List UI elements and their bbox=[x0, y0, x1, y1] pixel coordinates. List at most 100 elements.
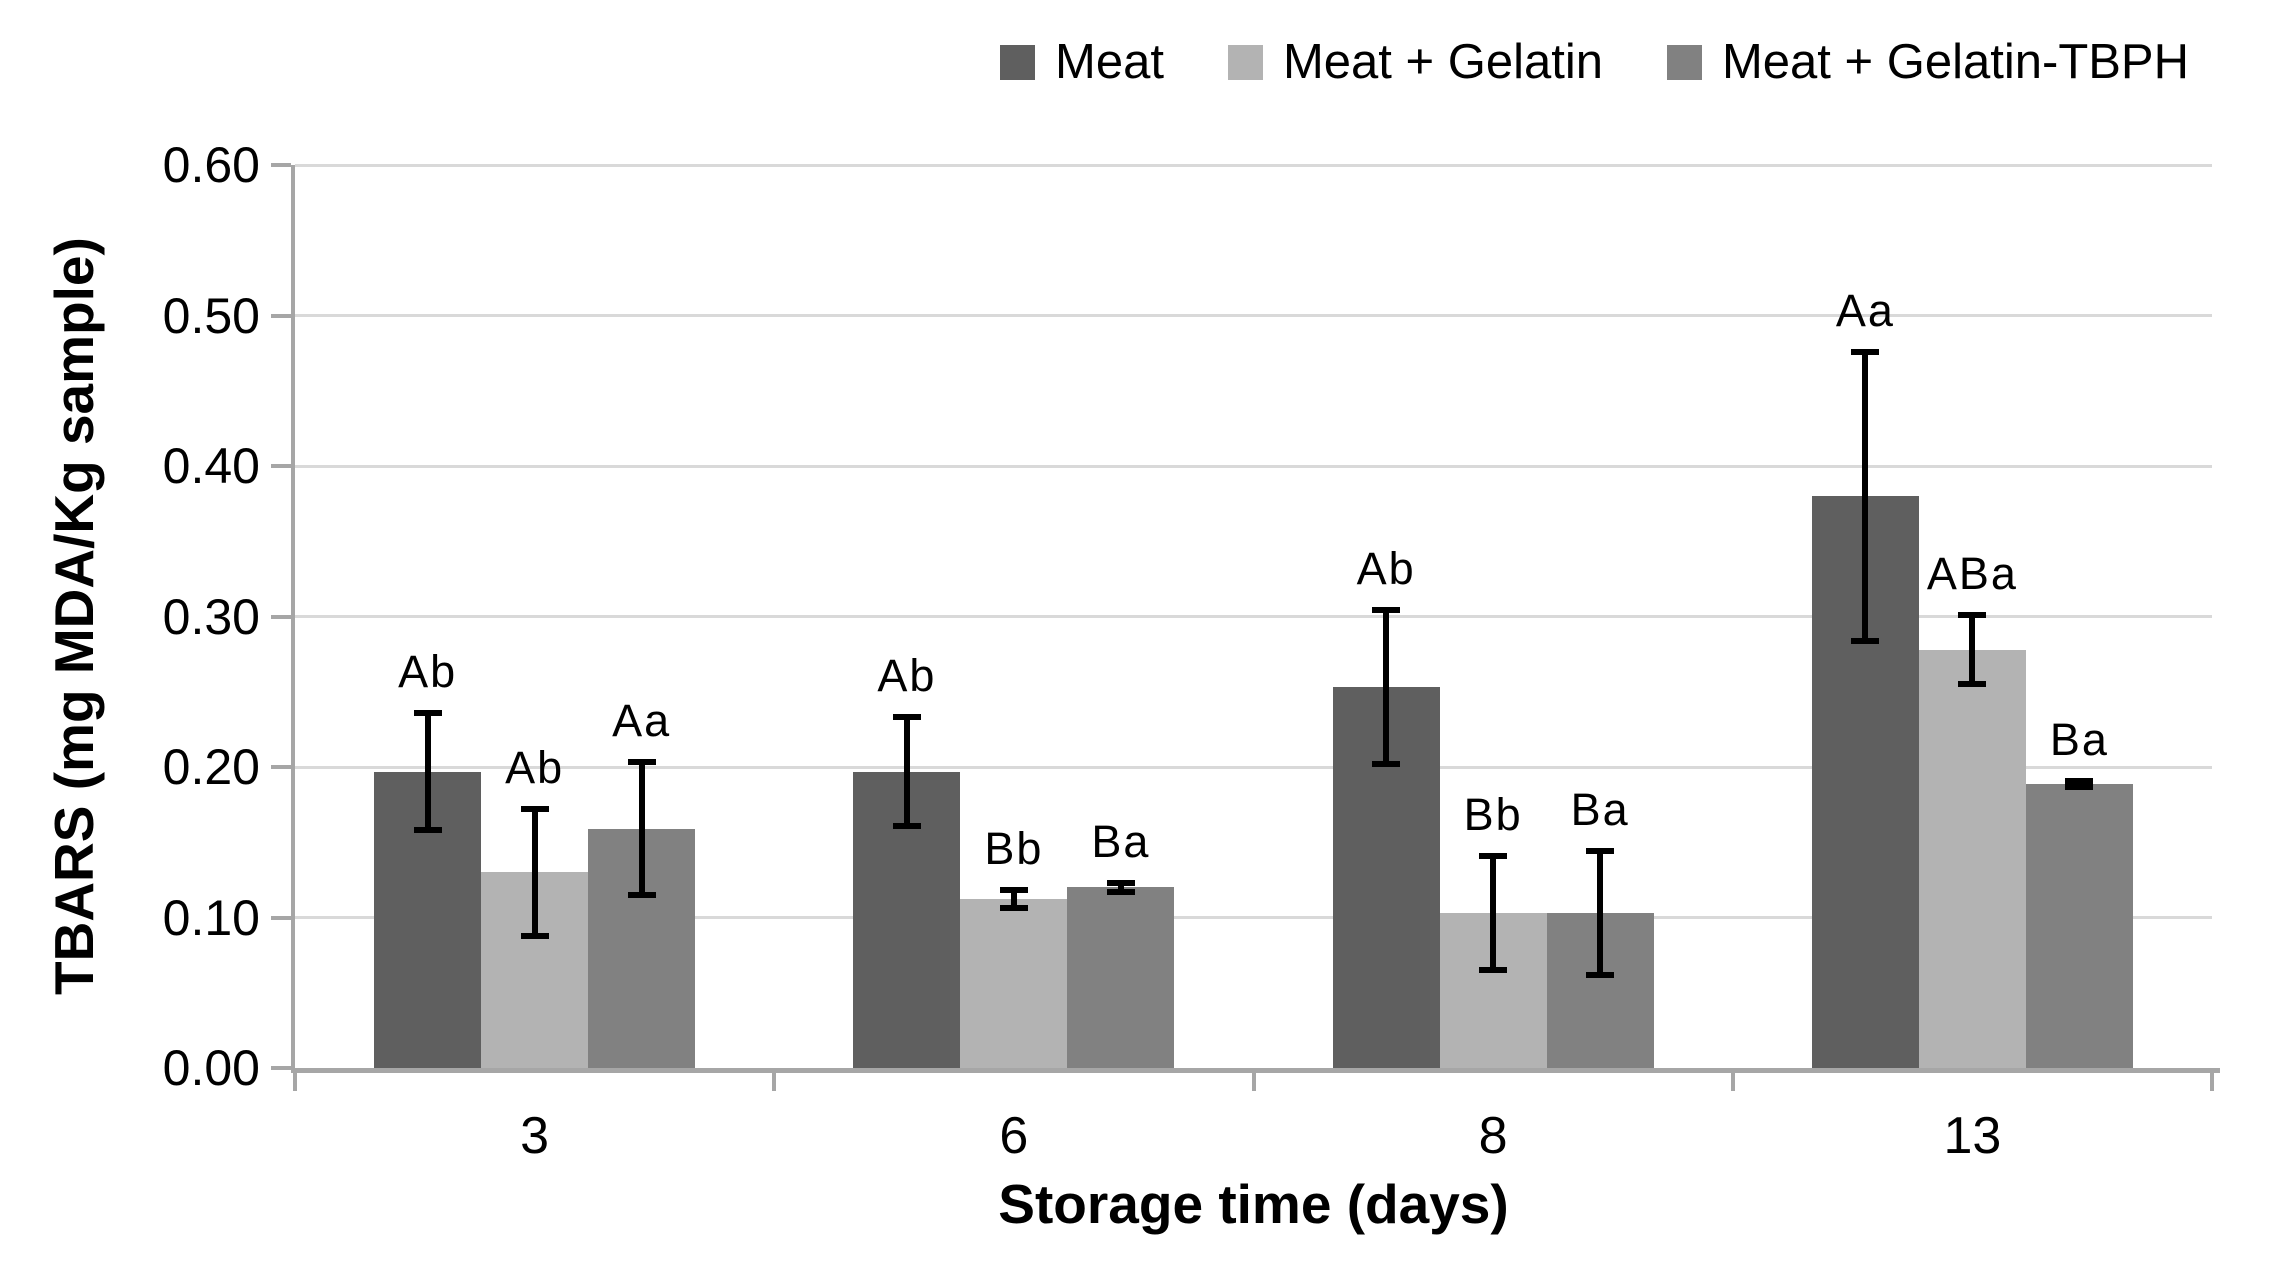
y-tick-mark-0.00 bbox=[271, 1066, 291, 1070]
gridline-0.20 bbox=[295, 765, 2212, 769]
sig-label-meat-gelatin-tbph-day-3: Aa bbox=[612, 695, 672, 747]
x-tick-mark-1 bbox=[772, 1073, 777, 1091]
sig-label-meat-gelatin-tbph-day-6: Ba bbox=[1091, 815, 1151, 867]
category-label-3: 3 bbox=[520, 1107, 550, 1165]
error-bar-meat-gelatin-day-13 bbox=[1958, 612, 1987, 688]
error-bar-cap-top-meat-gelatin-tbph-day-3 bbox=[627, 759, 656, 766]
error-bar-cap-bottom-meat-gelatin-day-6 bbox=[999, 905, 1028, 912]
sig-label-meat-day-3: Ab bbox=[398, 645, 458, 697]
error-bar-cap-bottom-meat-day-6 bbox=[892, 822, 921, 829]
legend-swatch-meat-gelatin bbox=[1227, 45, 1263, 80]
x-tick-mark-0 bbox=[293, 1073, 297, 1091]
error-bar-meat-gelatin-tbph-day-13 bbox=[2065, 777, 2094, 790]
error-bar-cap-bottom-meat-gelatin-tbph-day-8 bbox=[1586, 971, 1615, 978]
error-bar-cap-top-meat-day-8 bbox=[1372, 607, 1401, 614]
error-bar-cap-bottom-meat-gelatin-tbph-day-13 bbox=[2065, 783, 2094, 790]
error-bar-cap-top-meat-day-13 bbox=[1851, 348, 1880, 355]
y-tick-mark-0.60 bbox=[271, 163, 291, 167]
x-axis-line bbox=[291, 1068, 2220, 1073]
error-bar-line-meat-gelatin-day-13 bbox=[1969, 612, 1976, 688]
error-bar-meat-day-3 bbox=[413, 709, 442, 834]
category-label-6: 6 bbox=[999, 1107, 1029, 1165]
error-bar-cap-bottom-meat-gelatin-tbph-day-3 bbox=[627, 891, 656, 898]
bar-group-day-13: Aa ABa Ba 13 bbox=[1733, 165, 2212, 1162]
error-bar-cap-top-meat-day-3 bbox=[413, 709, 442, 716]
y-tick-label-0.20: 0.20 bbox=[162, 739, 260, 795]
error-bar-line-meat-day-13 bbox=[1862, 348, 1869, 644]
legend-label-meat-gelatin: Meat + Gelatin bbox=[1282, 35, 1603, 89]
x-tick-mark-4 bbox=[2210, 1073, 2214, 1091]
error-bar-line-meat-gelatin-tbph-day-3 bbox=[638, 759, 645, 898]
error-bar-meat-day-8 bbox=[1372, 607, 1401, 767]
legend-item-meat-gelatin: Meat + Gelatin bbox=[1227, 35, 1603, 89]
category-label-13: 13 bbox=[1943, 1107, 2002, 1165]
y-tick-mark-0.50 bbox=[271, 313, 291, 318]
error-bar-cap-bottom-meat-gelatin-day-8 bbox=[1479, 967, 1508, 974]
error-bar-line-meat-gelatin-tbph-day-8 bbox=[1597, 848, 1604, 978]
legend-swatch-meat bbox=[1000, 45, 1035, 80]
sig-label-meat-gelatin-day-3: Ab bbox=[505, 742, 565, 794]
gridline-0.40 bbox=[295, 464, 2212, 468]
bar-meat-gelatin-tbph-day-6 bbox=[1067, 887, 1175, 1068]
y-tick-label-0.30: 0.30 bbox=[162, 588, 260, 645]
error-bar-cap-bottom-meat-day-8 bbox=[1372, 761, 1401, 767]
x-tick-mark-3 bbox=[1730, 1073, 1735, 1091]
y-tick-label-0.50: 0.50 bbox=[162, 287, 260, 344]
y-tick-label-0.40: 0.40 bbox=[162, 438, 260, 494]
y-tick-mark-0.20 bbox=[271, 765, 291, 769]
bar-meat-gelatin-day-13 bbox=[1918, 649, 2026, 1068]
error-bar-cap-top-meat-gelatin-tbph-day-8 bbox=[1586, 848, 1615, 855]
sig-label-meat-day-13: Aa bbox=[1835, 284, 1895, 336]
error-bar-cap-top-meat-day-6 bbox=[892, 714, 921, 721]
legend-swatch-meat-gelatin-tbph bbox=[1666, 45, 1702, 80]
sig-label-meat-day-8: Ab bbox=[1356, 543, 1416, 595]
error-bar-line-meat-day-6 bbox=[903, 714, 910, 829]
error-bar-cap-bottom-meat-gelatin-day-13 bbox=[1958, 681, 1987, 688]
y-tick-label-0.60: 0.60 bbox=[162, 137, 260, 193]
sig-label-meat-gelatin-day-13: ABa bbox=[1926, 548, 2018, 599]
error-bar-meat-gelatin-day-6 bbox=[999, 887, 1028, 912]
bar-meat-gelatin-tbph-day-13 bbox=[2025, 783, 2133, 1068]
error-bar-meat-gelatin-day-8 bbox=[1479, 852, 1508, 974]
category-label-8: 8 bbox=[1478, 1107, 1508, 1165]
error-bar-cap-top-meat-gelatin-day-6 bbox=[999, 887, 1028, 894]
error-bar-meat-gelatin-day-3 bbox=[520, 806, 549, 939]
error-bar-cap-top-meat-gelatin-tbph-day-6 bbox=[1106, 879, 1135, 886]
sig-label-meat-gelatin-day-6: Bb bbox=[984, 823, 1044, 875]
plot-area: 0.00 0.10 0.20 0.30 0.40 0.50 0.60 Ab Ab Aa 3 Ab Bb B… bbox=[163, 137, 2220, 1162]
error-bar-cap-bottom-meat-gelatin-day-3 bbox=[520, 932, 549, 939]
error-bar-meat-gelatin-tbph-day-6 bbox=[1106, 879, 1135, 895]
error-bar-meat-gelatin-tbph-day-8 bbox=[1586, 848, 1615, 978]
error-bar-line-meat-day-8 bbox=[1383, 607, 1390, 767]
y-tick-mark-0.30 bbox=[271, 614, 291, 619]
error-bar-cap-bottom-meat-day-13 bbox=[1851, 637, 1880, 644]
x-axis-title: Storage time (days) bbox=[998, 1173, 1509, 1235]
y-tick-label-0.10: 0.10 bbox=[162, 889, 260, 946]
error-bar-meat-day-13 bbox=[1851, 348, 1880, 644]
error-bar-line-meat-gelatin-day-6 bbox=[1010, 887, 1017, 912]
bar-group-day-6: Ab Bb Ba 6 bbox=[774, 165, 1253, 1162]
error-bar-line-meat-gelatin-tbph-day-13 bbox=[2076, 777, 2083, 790]
gridline-0.30 bbox=[295, 615, 2212, 618]
y-tick-mark-0.40 bbox=[271, 464, 291, 468]
legend-label-meat-gelatin-tbph: Meat + Gelatin-TBPH bbox=[1721, 35, 2189, 89]
error-bar-cap-top-meat-gelatin-day-3 bbox=[520, 806, 549, 813]
x-tick-mark-2 bbox=[1251, 1073, 1256, 1091]
error-bar-line-meat-gelatin-day-8 bbox=[1490, 852, 1497, 974]
error-bar-line-meat-gelatin-day-3 bbox=[531, 806, 538, 939]
sig-label-meat-gelatin-tbph-day-13: Ba bbox=[2049, 713, 2109, 765]
bar-group-day-8: Ab Bb Ba 8 bbox=[1254, 165, 1733, 1162]
y-tick-mark-0.10 bbox=[271, 915, 291, 920]
y-tick-label-0.00: 0.00 bbox=[162, 1040, 260, 1096]
y-axis-line bbox=[291, 165, 295, 1073]
gridline-0.10 bbox=[295, 916, 2212, 919]
legend: Meat Meat + Gelatin Meat + Gelatin-TBPH bbox=[1000, 38, 2189, 87]
error-bar-line-meat-day-3 bbox=[424, 709, 431, 834]
sig-label-meat-day-6: Ab bbox=[877, 650, 937, 702]
error-bar-meat-gelatin-tbph-day-3 bbox=[627, 759, 656, 898]
bar-group-day-3: Ab Ab Aa 3 bbox=[295, 165, 774, 1162]
error-bar-meat-day-6 bbox=[892, 714, 921, 829]
legend-item-meat: Meat bbox=[1000, 38, 1164, 87]
legend-item-meat-gelatin-tbph: Meat + Gelatin-TBPH bbox=[1666, 35, 2189, 89]
